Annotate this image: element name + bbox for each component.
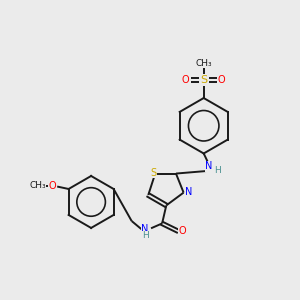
Text: O: O: [48, 181, 56, 190]
Text: O: O: [218, 75, 226, 85]
Text: H: H: [142, 231, 149, 240]
Text: CH₃: CH₃: [29, 181, 46, 190]
Text: S: S: [200, 75, 207, 85]
Text: O: O: [178, 226, 186, 236]
Text: S: S: [150, 168, 157, 178]
Text: N: N: [185, 187, 193, 197]
Text: N: N: [142, 224, 149, 234]
Text: N: N: [205, 161, 212, 171]
Text: CH₃: CH₃: [195, 59, 212, 68]
Text: O: O: [182, 75, 190, 85]
Text: H: H: [214, 166, 221, 175]
